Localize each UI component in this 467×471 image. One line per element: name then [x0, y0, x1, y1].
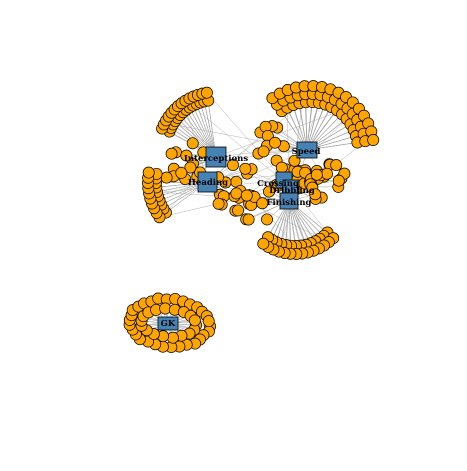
player-node [176, 167, 187, 178]
player-node [143, 167, 154, 178]
player-node [243, 214, 254, 225]
skill-label-interceptions: Interceptions [184, 154, 249, 164]
player-node [213, 198, 224, 209]
player-node [321, 168, 332, 179]
player-node [258, 146, 269, 157]
player-node [233, 205, 244, 216]
player-node [311, 169, 322, 180]
player-node [166, 148, 177, 159]
player-node [276, 162, 287, 173]
player-node [333, 175, 344, 186]
skill-label-gk: GK [161, 319, 176, 329]
player-node [167, 332, 178, 343]
player-node [201, 87, 212, 98]
skill-label-finishing: Finishing [267, 198, 312, 208]
skill-label-dribbling: Dribbling [269, 186, 315, 196]
player-node [203, 316, 214, 327]
player-node [231, 188, 242, 199]
player-node [187, 138, 198, 149]
player-node [258, 238, 269, 249]
skill-label-speed: Speed [292, 147, 321, 157]
player-node [240, 163, 251, 174]
player-node [261, 214, 272, 225]
player-node [161, 172, 172, 183]
skill-label-heading: Heading [188, 178, 228, 188]
player-node [368, 134, 379, 145]
player-node [241, 190, 252, 201]
player-node [189, 315, 200, 326]
player-node [269, 137, 280, 148]
player-node [331, 160, 342, 171]
